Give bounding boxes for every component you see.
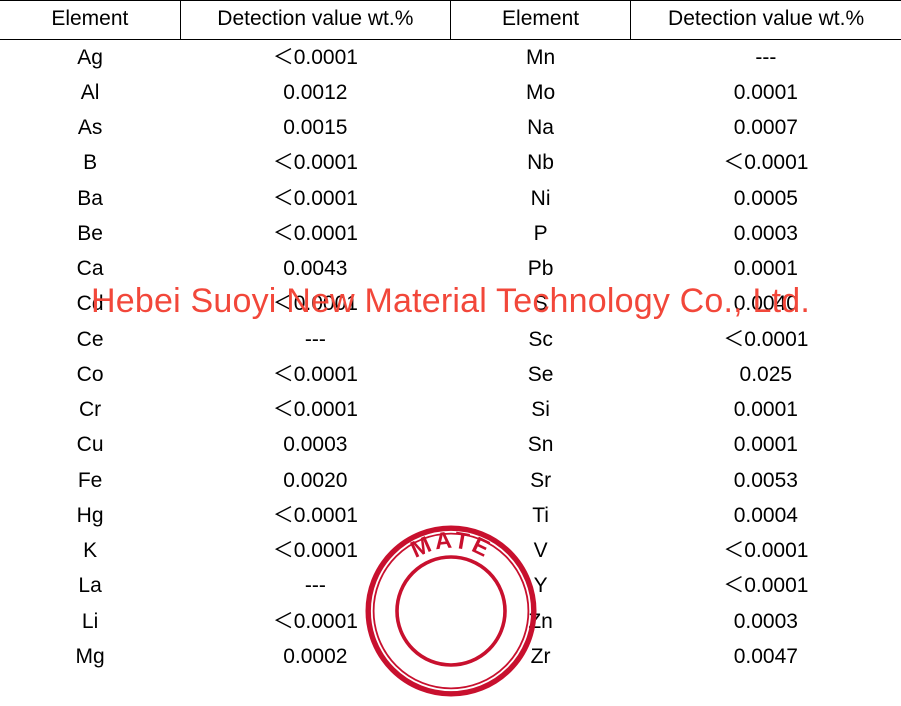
header-value-left: Detection value wt.% (180, 1, 450, 40)
cell-value-left: ＜0.0001 (180, 40, 450, 76)
table-row: B＜0.0001Nb＜0.0001 (0, 146, 901, 181)
cell-element-left: Fe (0, 463, 180, 498)
cell-value-left: ＜0.0001 (180, 357, 450, 392)
table-row: Be＜0.0001P0.0003 (0, 216, 901, 251)
cell-element-left: Cr (0, 393, 180, 428)
detection-table-container: Element Detection value wt.% Element Det… (0, 0, 901, 675)
cell-element-right: Ni (450, 181, 630, 216)
cell-element-left: B (0, 146, 180, 181)
detection-table: Element Detection value wt.% Element Det… (0, 0, 901, 675)
table-row: Al0.0012Mo0.0001 (0, 75, 901, 110)
cell-value-right: 0.0007 (631, 111, 901, 146)
cell-element-right: Mn (450, 40, 630, 76)
cell-value-left: ＜0.0001 (180, 534, 450, 569)
cell-value-right: ＜0.0001 (631, 146, 901, 181)
table-row: Hg＜0.0001Ti0.0004 (0, 498, 901, 533)
cell-element-left: Ba (0, 181, 180, 216)
cell-value-right: 0.0040 (631, 287, 901, 322)
cell-element-left: Al (0, 75, 180, 110)
cell-element-right: Mo (450, 75, 630, 110)
cell-value-right: ＜0.0001 (631, 322, 901, 357)
table-header-row: Element Detection value wt.% Element Det… (0, 1, 901, 40)
cell-value-left: ＜0.0001 (180, 604, 450, 639)
cell-element-left: K (0, 534, 180, 569)
cell-element-right: Zr (450, 639, 630, 674)
cell-element-right: Y (450, 569, 630, 604)
table-row: K＜0.0001V＜0.0001 (0, 534, 901, 569)
cell-element-left: Ca (0, 252, 180, 287)
table-row: Ba＜0.0001Ni0.0005 (0, 181, 901, 216)
cell-value-left: 0.0043 (180, 252, 450, 287)
cell-value-right: --- (631, 40, 901, 76)
cell-value-right: 0.0001 (631, 428, 901, 463)
table-row: Cr＜0.0001Si0.0001 (0, 393, 901, 428)
cell-element-left: Ce (0, 322, 180, 357)
cell-value-right: 0.0003 (631, 604, 901, 639)
cell-element-right: Se (450, 357, 630, 392)
cell-element-left: As (0, 111, 180, 146)
cell-value-left: ＜0.0001 (180, 498, 450, 533)
cell-value-right: 0.0001 (631, 252, 901, 287)
table-row: La---Y＜0.0001 (0, 569, 901, 604)
table-row: Mg0.0002Zr0.0047 (0, 639, 901, 674)
cell-element-left: Cd (0, 287, 180, 322)
cell-value-right: 0.0003 (631, 216, 901, 251)
cell-value-left: ＜0.0001 (180, 146, 450, 181)
cell-element-right: Zn (450, 604, 630, 639)
table-row: Ce---Sc＜0.0001 (0, 322, 901, 357)
cell-element-right: Nb (450, 146, 630, 181)
cell-element-right: Si (450, 393, 630, 428)
cell-value-right: 0.0005 (631, 181, 901, 216)
cell-element-left: Cu (0, 428, 180, 463)
cell-value-left: 0.0003 (180, 428, 450, 463)
table-row: Cu0.0003Sn0.0001 (0, 428, 901, 463)
cell-element-right: Pb (450, 252, 630, 287)
header-element-left: Element (0, 1, 180, 40)
header-element-right: Element (450, 1, 630, 40)
cell-element-right: Sc (450, 322, 630, 357)
cell-value-left: --- (180, 569, 450, 604)
cell-element-right: Sn (450, 428, 630, 463)
cell-value-right: 0.0047 (631, 639, 901, 674)
cell-element-right: Sr (450, 463, 630, 498)
cell-value-left: ＜0.0001 (180, 216, 450, 251)
cell-value-right: ＜0.0001 (631, 534, 901, 569)
header-value-right: Detection value wt.% (631, 1, 901, 40)
cell-element-left: Ag (0, 40, 180, 76)
cell-element-left: Li (0, 604, 180, 639)
table-row: Fe0.0020Sr0.0053 (0, 463, 901, 498)
cell-value-left: --- (180, 322, 450, 357)
cell-value-right: ＜0.0001 (631, 569, 901, 604)
cell-value-left: ＜0.0001 (180, 181, 450, 216)
table-row: As0.0015Na0.0007 (0, 111, 901, 146)
cell-element-left: Hg (0, 498, 180, 533)
cell-element-left: La (0, 569, 180, 604)
cell-value-left: 0.0012 (180, 75, 450, 110)
cell-element-right: V (450, 534, 630, 569)
cell-value-left: 0.0002 (180, 639, 450, 674)
cell-element-left: Co (0, 357, 180, 392)
cell-value-right: 0.0053 (631, 463, 901, 498)
cell-value-right: 0.025 (631, 357, 901, 392)
cell-value-right: 0.0001 (631, 75, 901, 110)
table-row: Ca0.0043Pb0.0001 (0, 252, 901, 287)
cell-element-right: S (450, 287, 630, 322)
table-row: Li＜0.0001Zn0.0003 (0, 604, 901, 639)
table-row: Cd＜0.0001S0.0040 (0, 287, 901, 322)
cell-value-left: ＜0.0001 (180, 393, 450, 428)
cell-value-left: 0.0015 (180, 111, 450, 146)
cell-element-left: Be (0, 216, 180, 251)
cell-element-right: Na (450, 111, 630, 146)
cell-value-right: 0.0004 (631, 498, 901, 533)
table-body: Ag＜0.0001Mn---Al0.0012Mo0.0001As0.0015Na… (0, 40, 901, 675)
cell-value-right: 0.0001 (631, 393, 901, 428)
table-row: Co＜0.0001Se0.025 (0, 357, 901, 392)
cell-element-right: P (450, 216, 630, 251)
table-row: Ag＜0.0001Mn--- (0, 40, 901, 76)
cell-element-left: Mg (0, 639, 180, 674)
cell-value-left: ＜0.0001 (180, 287, 450, 322)
cell-element-right: Ti (450, 498, 630, 533)
cell-value-left: 0.0020 (180, 463, 450, 498)
